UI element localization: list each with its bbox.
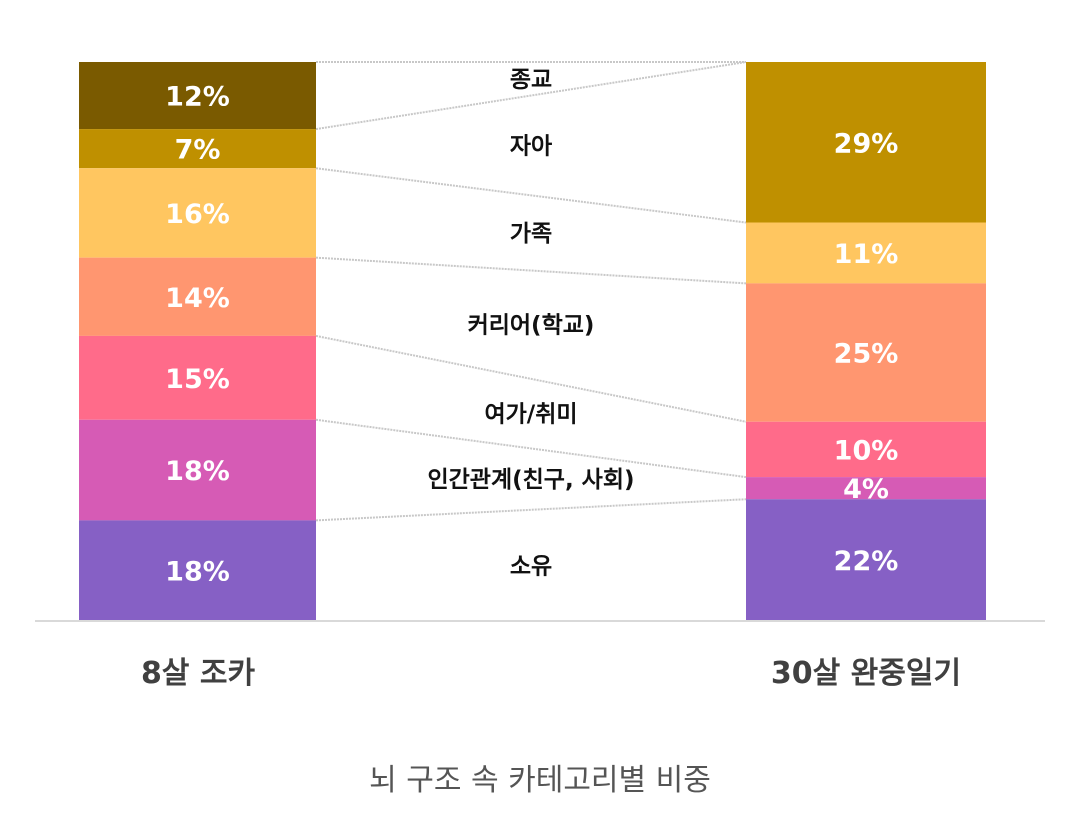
category-label-5: 인간관계(친구, 사회) (427, 467, 634, 493)
value-label-left-6: 18% (165, 557, 230, 588)
category-label-2: 가족 (510, 221, 552, 247)
column-label-left: 8살 조카 (141, 656, 256, 691)
bar-segment-left-6 (79, 520, 316, 621)
bar-segment-left-4 (79, 335, 316, 420)
category-label-6: 소유 (510, 553, 552, 579)
value-label-right-1: 29% (834, 128, 899, 159)
bar-segment-left-3 (79, 257, 316, 336)
value-label-right-5: 4% (843, 474, 889, 505)
bar-segment-right-6 (746, 499, 986, 621)
connector-line-4 (315, 334, 747, 423)
value-label-right-6: 22% (834, 546, 899, 577)
bar-segment-right-1 (746, 62, 986, 223)
bar-segment-left-0 (79, 62, 316, 130)
bar-segment-left-1 (79, 129, 316, 169)
value-label-left-4: 15% (165, 364, 230, 395)
stacked-bar-chart: 12% 7% 16% 14% 15% 18% 18% 29% 11% 25% 10% 4% 22% 종교… (35, 61, 1045, 691)
value-label-left-1: 7% (175, 135, 221, 166)
value-label-left-5: 18% (165, 456, 230, 487)
bar-segment-left-2 (79, 168, 316, 258)
connector-line-6 (315, 498, 747, 522)
value-label-right-4: 10% (834, 435, 899, 466)
connector-line-1 (315, 61, 747, 131)
bar-segment-right-4 (746, 421, 986, 478)
connector-line-3 (315, 256, 747, 285)
bar-segment-right-5 (746, 477, 986, 500)
connector-lines (315, 61, 747, 522)
value-label-left-3: 14% (165, 283, 230, 314)
value-label-right-3: 25% (834, 339, 899, 370)
bar-segment-right-2 (746, 222, 986, 284)
segment-labels: 12% 7% 16% 14% 15% 18% 18% 29% 11% 25% 10% 4% 22% (165, 82, 898, 588)
column-label-right: 30살 완중일기 (771, 656, 961, 691)
value-label-left-0: 12% (165, 82, 230, 113)
category-label-1: 자아 (510, 133, 552, 159)
category-label-0: 종교 (510, 67, 552, 93)
bars (79, 62, 986, 621)
category-label-4: 여가/취미 (484, 402, 577, 428)
chart-caption: 뇌 구조 속 카테고리별 비중 (369, 763, 711, 798)
value-label-right-2: 11% (834, 239, 899, 270)
bar-segment-left-5 (79, 419, 316, 521)
bar-segment-right-3 (746, 283, 986, 422)
value-label-left-2: 16% (165, 199, 230, 230)
category-label-3: 커리어(학교) (468, 313, 595, 339)
connector-line-2 (315, 167, 747, 224)
connector-line-5 (315, 418, 747, 479)
